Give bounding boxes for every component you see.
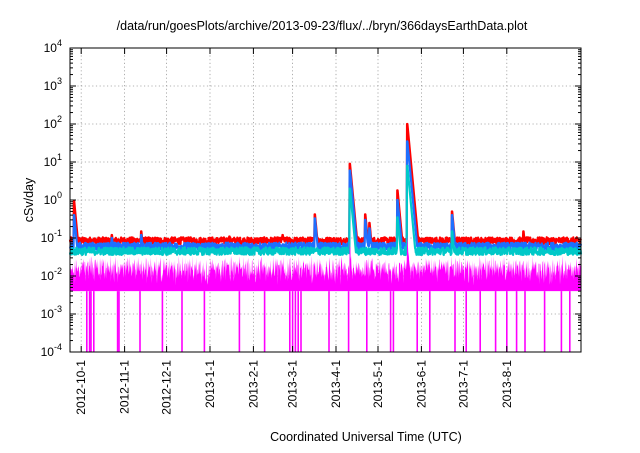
- x-tick-label: 2013-5-1: [371, 360, 385, 408]
- x-tick-label: 2012-11-1: [118, 360, 132, 414]
- plot-series: [68, 122, 583, 352]
- y-tick-exponent: -3: [54, 304, 62, 314]
- x-tick-label: 2013-7-1: [456, 360, 470, 408]
- y-tick-label: 102: [44, 114, 62, 131]
- y-tick-base: 10: [41, 231, 55, 245]
- x-tick-label: 2013-4-1: [329, 360, 343, 408]
- y-tick-exponent: 3: [57, 76, 62, 86]
- x-axis-label: Coordinated Universal Time (UTC): [270, 430, 462, 444]
- y-tick-label: 10-3: [41, 304, 62, 321]
- y-tick-exponent: -2: [54, 266, 62, 276]
- y-tick-base: 10: [41, 307, 55, 321]
- y-tick-base: 10: [41, 269, 55, 283]
- x-tick-label: 2012-10-1: [74, 360, 88, 415]
- axes: 10-410-310-210-11001011021031042012-10-1…: [41, 38, 581, 415]
- x-tick-label: 2013-6-1: [414, 360, 428, 408]
- y-tick-base: 10: [44, 79, 58, 93]
- y-tick-exponent: -1: [54, 228, 62, 238]
- y-axis-label: cSv/day: [22, 177, 36, 222]
- y-tick-base: 10: [44, 155, 58, 169]
- series-line: [68, 122, 582, 246]
- x-tick-label: 2013-1-1: [203, 360, 217, 408]
- y-tick-base: 10: [44, 41, 58, 55]
- series-band: [70, 235, 581, 292]
- y-tick-label: 10-4: [41, 342, 62, 359]
- y-tick-exponent: 1: [57, 152, 62, 162]
- grid: [70, 48, 581, 352]
- y-tick-base: 10: [44, 193, 58, 207]
- y-tick-base: 10: [44, 117, 58, 131]
- y-tick-exponent: 4: [57, 38, 62, 48]
- x-tick-label: 2013-3-1: [286, 360, 300, 408]
- x-tick-label: 2013-2-1: [246, 360, 260, 408]
- x-tick-label: 2013-8-1: [500, 360, 514, 408]
- y-tick-exponent: 0: [57, 190, 62, 200]
- y-tick-exponent: 2: [57, 114, 62, 124]
- y-tick-label: 10-2: [41, 266, 62, 283]
- y-tick-exponent: -4: [54, 342, 62, 352]
- plot-frame: [69, 47, 582, 353]
- series-line: [68, 140, 583, 252]
- y-tick-label: 103: [44, 76, 62, 93]
- y-tick-label: 104: [44, 38, 62, 55]
- chart-title: /data/run/goesPlots/archive/2013-09-23/f…: [117, 19, 528, 33]
- y-tick-label: 101: [44, 152, 62, 169]
- y-tick-label: 10-1: [41, 228, 62, 245]
- series-line: [68, 164, 583, 257]
- x-tick-label: 2012-12-1: [160, 360, 174, 415]
- y-tick-label: 100: [44, 190, 62, 207]
- y-tick-base: 10: [41, 345, 55, 359]
